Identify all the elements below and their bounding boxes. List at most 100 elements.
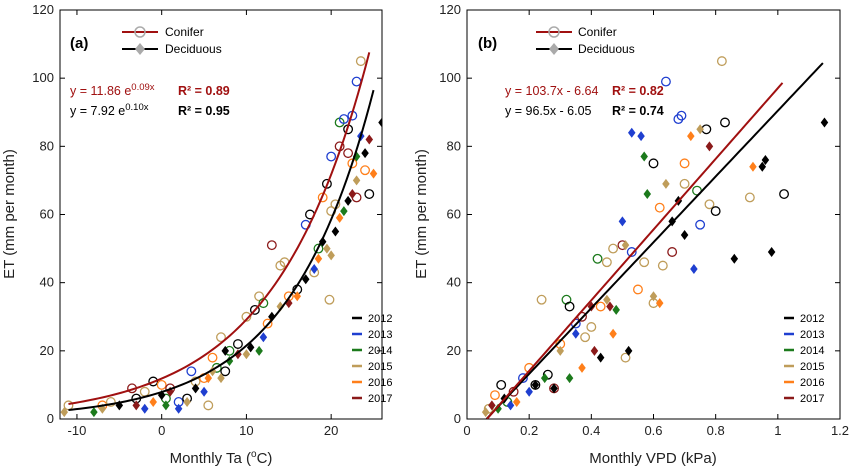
year-legend-label: 2015 bbox=[800, 361, 824, 373]
conifer-point bbox=[139, 386, 150, 397]
conifer-point bbox=[360, 165, 371, 176]
y-tick-label: 120 bbox=[32, 2, 54, 17]
deciduous-point bbox=[590, 345, 599, 356]
deciduous-point bbox=[340, 206, 348, 217]
deciduous-point bbox=[525, 386, 533, 397]
conifer-point bbox=[679, 178, 690, 189]
deciduous-point bbox=[204, 373, 213, 384]
year-legend-label: 2014 bbox=[368, 345, 392, 357]
panel-b-deciduous-equation: y = 96.5x - 6.05 bbox=[505, 104, 592, 118]
deciduous-point bbox=[662, 178, 670, 189]
deciduous-point bbox=[365, 134, 374, 145]
deciduous-point bbox=[348, 189, 357, 200]
plot-area bbox=[481, 56, 829, 419]
deciduous-point bbox=[335, 212, 344, 223]
deciduous-point bbox=[767, 246, 776, 257]
x-tick-label: 1.2 bbox=[831, 423, 849, 438]
deciduous-point bbox=[60, 407, 68, 418]
deciduous-point bbox=[609, 328, 617, 339]
conifer-point bbox=[648, 158, 659, 169]
x-tick-label: 0.6 bbox=[644, 423, 662, 438]
year-legend-label: 2016 bbox=[368, 377, 392, 389]
conifer-point bbox=[63, 400, 74, 411]
year-legend-label: 2013 bbox=[368, 329, 392, 341]
conifer-point bbox=[592, 253, 603, 264]
deciduous-point bbox=[246, 342, 255, 353]
deciduous-point bbox=[705, 141, 714, 152]
year-legend-label: 2012 bbox=[800, 313, 824, 325]
year-legend-label: 2015 bbox=[368, 361, 392, 373]
panel-b-deciduous-r2: R² = 0.74 bbox=[612, 104, 664, 118]
panel-a-deciduous-equation: y = 7.92 e0.10x bbox=[70, 102, 149, 118]
deciduous-point bbox=[761, 154, 770, 165]
deciduous-point bbox=[293, 291, 302, 302]
deciduous-point bbox=[314, 253, 323, 264]
deciduous-point bbox=[506, 400, 515, 411]
x-tick-label: 0 bbox=[463, 423, 470, 438]
year-legend-label: 2014 bbox=[800, 345, 824, 357]
deciduous-point bbox=[680, 229, 689, 240]
deciduous-point bbox=[578, 362, 586, 373]
deciduous-point bbox=[687, 131, 695, 142]
legend-deciduous-marker bbox=[135, 43, 145, 55]
legend-deciduous-label: Deciduous bbox=[578, 42, 635, 56]
x-tick-label: 0 bbox=[158, 423, 165, 438]
deciduous-point bbox=[494, 403, 502, 414]
deciduous-point bbox=[531, 379, 540, 390]
deciduous-point bbox=[369, 168, 378, 179]
panel-b-conifer-equation: y = 103.7x - 6.64 bbox=[505, 84, 599, 98]
conifer-point bbox=[249, 304, 260, 315]
deciduous-point bbox=[603, 294, 611, 305]
conifer-point bbox=[326, 151, 337, 162]
y-tick-label: 100 bbox=[439, 70, 461, 85]
y-tick-label: 100 bbox=[32, 70, 54, 85]
conifer-point bbox=[710, 206, 721, 217]
year-legend-label: 2012 bbox=[368, 313, 392, 325]
conifer-point bbox=[564, 301, 575, 312]
conifer-point bbox=[586, 322, 597, 332]
x-tick-label: 0.8 bbox=[707, 423, 725, 438]
deciduous-point bbox=[730, 253, 739, 264]
y-tick-label: 80 bbox=[40, 138, 54, 153]
deciduous-point bbox=[174, 403, 183, 414]
panel-b-conifer-r2: R² = 0.82 bbox=[612, 84, 664, 98]
conifer-point bbox=[232, 339, 243, 349]
conifer-point bbox=[313, 243, 324, 254]
deciduous-point bbox=[323, 243, 331, 254]
panel-a-deciduous-r2: R² = 0.95 bbox=[178, 104, 230, 118]
conifer-point bbox=[720, 117, 730, 128]
conifer-point bbox=[343, 148, 354, 159]
deciduous-point bbox=[352, 175, 361, 186]
y-tick-label: 40 bbox=[40, 275, 54, 290]
conifer-point bbox=[220, 366, 231, 377]
conifer-point bbox=[580, 332, 591, 343]
panel-b-x-axis-label: Monthly VPD (kPa) bbox=[589, 450, 717, 467]
year-legend-label: 2017 bbox=[368, 393, 392, 405]
conifer-point bbox=[536, 294, 547, 305]
deciduous-point bbox=[310, 264, 318, 275]
deciduous-point bbox=[481, 407, 490, 418]
conifer-point bbox=[601, 257, 612, 268]
conifer-point bbox=[321, 178, 332, 189]
conifer-point bbox=[673, 114, 684, 125]
x-tick-label: 0.4 bbox=[582, 423, 600, 438]
conifer-point bbox=[347, 158, 358, 169]
conifer-point bbox=[496, 379, 507, 390]
conifer-point bbox=[595, 301, 606, 312]
legend-conifer-marker bbox=[548, 26, 560, 38]
conifer-point bbox=[657, 260, 668, 271]
deciduous-point bbox=[690, 264, 698, 275]
y-tick-label: 40 bbox=[447, 275, 461, 290]
x-tick-label: 0.2 bbox=[520, 423, 538, 438]
conifer-point bbox=[608, 243, 619, 254]
conifer-point bbox=[704, 199, 715, 210]
deciduous-point bbox=[191, 383, 200, 394]
y-tick-label: 80 bbox=[447, 138, 461, 153]
y-tick-label: 0 bbox=[47, 411, 54, 426]
deciduous-point bbox=[221, 345, 229, 356]
deciduous-point bbox=[149, 396, 157, 407]
deciduous-point bbox=[200, 386, 208, 397]
y-tick-label: 60 bbox=[447, 207, 461, 222]
legend-conifer-label: Conifer bbox=[578, 25, 617, 39]
